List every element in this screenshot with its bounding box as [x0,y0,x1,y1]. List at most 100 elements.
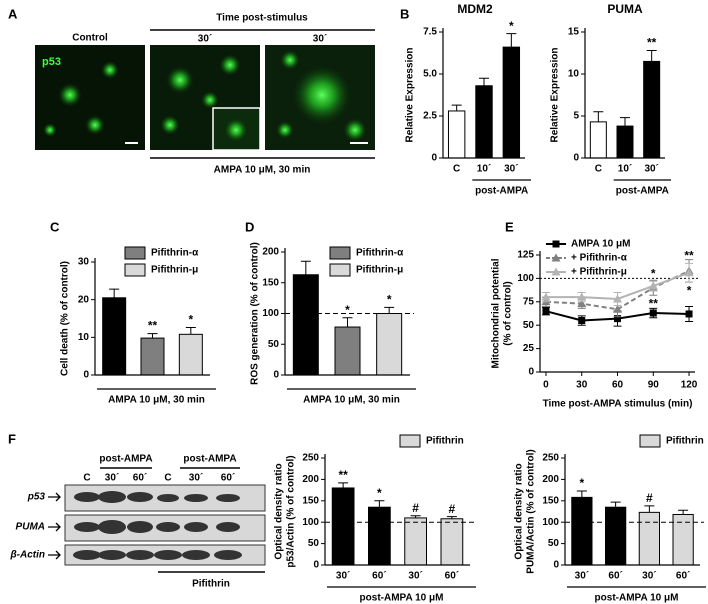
legend-label: AMPA 10 μM [571,239,630,250]
y-axis-label: Optical density ratio [514,463,525,559]
group-label: post-AMPA [183,454,236,465]
x-tick-label: 30´ [336,571,350,582]
x-tick-label: 90 [648,380,660,391]
error-bar [410,515,421,518]
marker [577,292,587,301]
y-tick-label: 5 [573,111,579,122]
error-bar [451,104,462,111]
y-tick-label: 20 [78,294,90,305]
bar [616,125,634,159]
y-tick-label: 150 [262,277,279,288]
x-axis-label: post-AMPA [616,186,669,197]
column-label: 30´ [313,34,327,45]
legend-label: Pifithrin-μ [151,265,198,276]
y-tick-label: 15 [568,27,580,38]
y-tick-label: 200 [542,474,559,485]
bar [638,511,660,566]
error-bar [384,306,395,314]
y-tick-label: 0 [553,560,559,571]
lane-label: C [83,473,90,484]
bar [376,313,403,376]
error-bar [506,33,517,48]
y-tick-label: 50 [268,339,280,350]
y-tick-label: 30 [78,257,90,268]
y-axis-label: Cell death (% of control) [60,261,71,376]
significance: * [377,486,382,500]
y-tick-label: 50 [308,538,320,549]
panel-label: A [8,6,18,21]
panel-label: C [50,219,60,234]
x-tick-label: 10´ [618,164,632,175]
error-bar [593,111,604,122]
western-blot [48,467,266,573]
legend-swatch [639,434,661,448]
treatment-label: AMPA 10 μM, 30 min [214,165,311,176]
x-axis-label: AMPA 10 μM, 30 min [108,395,205,406]
error-bar [342,317,353,328]
significance: ** [649,296,659,310]
legend-label: Pifithrin [426,436,464,447]
marker [541,292,551,301]
y-axis-label: PUMA/Actin (% of control) [526,449,537,573]
error-bar [147,333,158,339]
bar [178,333,203,376]
x-tick-label: 60 [612,380,624,391]
y-tick-label: 5.0 [423,69,437,80]
legend-swatch [124,246,146,260]
column-label: 30´ [198,34,212,45]
bar [672,513,694,566]
x-axis-label: post-AMPA [475,186,528,197]
error-bar [620,117,630,127]
treatment-label: Pifithrin [192,579,230,590]
error-bar [374,500,385,508]
significance: ** [684,249,694,263]
x-tick-label: 30 [576,380,588,391]
y-tick-label: 250 [302,453,319,464]
legend-label: Pifithrin-α [356,248,404,259]
bar [404,517,427,566]
x-tick-label: 60´ [676,571,690,582]
bar [102,297,127,376]
x-tick-label: 60´ [608,571,622,582]
group-label: post-AMPA [99,454,152,465]
bar [643,60,661,159]
significance: * [509,19,514,33]
x-tick-label: 30´ [575,571,589,582]
y-axis-label: ROS generation (% of control) [250,242,261,385]
lane-label: 60´ [133,473,147,484]
error-bar [644,505,655,513]
significance: * [580,476,585,490]
bar [571,496,593,566]
significance: # [412,501,419,515]
y-tick-label: 0 [528,367,534,378]
bar [292,274,319,376]
marker [552,240,560,248]
x-axis-label: post-AMPA 10 μM [360,593,444,604]
legend-label: + Pifithrin-μ [571,267,627,278]
legend-swatch [329,263,351,277]
micrographs [35,29,375,159]
y-axis-label: (% of control) [503,281,514,345]
row-label: β-Actin [9,550,45,561]
y-tick-label: 25 [523,343,535,354]
y-tick-label: 10 [568,69,580,80]
row-label: PUMA [16,522,45,533]
y-tick-label: 0 [273,370,279,381]
marker [551,267,561,276]
y-tick-label: 150 [302,495,319,506]
bar [502,46,521,159]
x-tick-label: 30´ [408,571,422,582]
bar [331,487,355,566]
legend-label: Pifithrin-μ [356,265,403,276]
marker [551,253,561,262]
x-axis-label: post-AMPA 10 μM [595,593,679,604]
bar [447,110,466,159]
marker [613,304,622,313]
error-bar [646,49,657,62]
error-bar [610,501,621,508]
y-tick-label: 100 [302,517,319,528]
y-tick-label: 100 [542,517,559,528]
significance: * [387,293,392,307]
x-tick-label: 30´ [642,571,656,582]
y-tick-label: 0 [83,370,89,381]
